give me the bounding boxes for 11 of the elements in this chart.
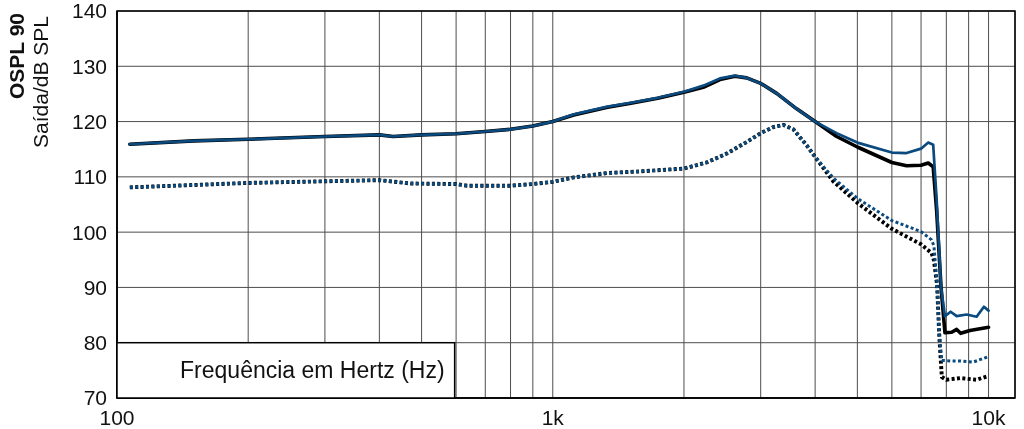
y-tick-label: 80 [83, 331, 107, 355]
y-tick-label: 130 [71, 54, 107, 78]
y-tick-label: 90 [83, 275, 107, 299]
y-tick-label: 120 [71, 110, 107, 134]
x-tick-label: 1k [541, 405, 565, 429]
x-tick-label: 10k [971, 405, 1006, 429]
y-axis-title: OSPL 90 Saída/dB SPL [4, 13, 52, 148]
y-tick-label: 110 [73, 165, 107, 189]
x-axis-title: Frequência em Hertz (Hz) [180, 357, 445, 384]
y-tick-label: 140 [71, 0, 107, 23]
y-tick-label: 100 [71, 220, 107, 244]
